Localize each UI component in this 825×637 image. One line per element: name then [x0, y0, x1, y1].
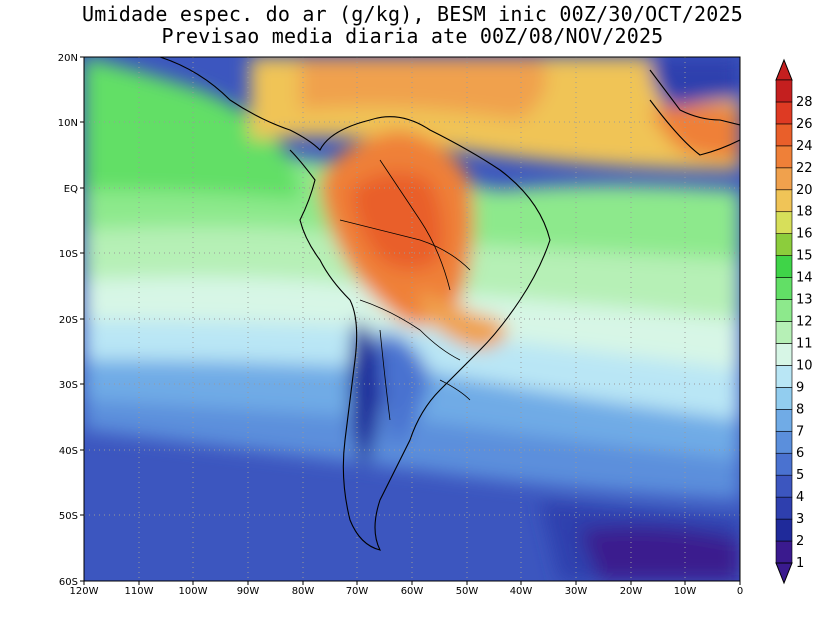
colorbar-label: 20 — [796, 183, 813, 198]
colorbar-label: 16 — [796, 227, 813, 242]
colorbar-label: 9 — [796, 380, 804, 395]
lat-label: 60S — [59, 577, 78, 588]
humidity-field — [84, 57, 740, 581]
colorbar-swatch — [775, 409, 793, 432]
lon-label: 60W — [401, 586, 424, 597]
colorbar-swatch — [775, 321, 793, 344]
colorbar-swatch — [775, 365, 793, 388]
map-title-line2: Previsao media diaria ate 00Z/08/NOV/202… — [161, 24, 664, 48]
colorbar-swatch — [775, 123, 793, 147]
colorbar-swatch — [775, 540, 793, 564]
colorbar-swatch — [775, 496, 793, 520]
colorbar-label: 10 — [796, 358, 813, 373]
colorbar-label: 13 — [796, 293, 813, 308]
lat-label: 50S — [59, 511, 78, 522]
colorbar-swatch — [775, 474, 793, 498]
colorbar-label: 28 — [796, 95, 813, 110]
colorbar-label: 26 — [796, 117, 813, 132]
lon-label: 40W — [510, 586, 533, 597]
colorbar-swatch — [775, 79, 793, 103]
colorbar-label: 22 — [796, 161, 813, 176]
colorbar-label: 24 — [796, 139, 813, 154]
colorbar-max-arrow — [775, 58, 793, 81]
colorbar-swatch — [775, 452, 793, 476]
lon-label: 50W — [456, 586, 479, 597]
colorbar-swatch — [775, 145, 793, 169]
colorbar-label: 12 — [796, 315, 813, 330]
colorbar-label: 18 — [796, 205, 813, 220]
colorbar-swatch — [775, 167, 793, 191]
colorbar-label: 2 — [796, 534, 804, 549]
colorbar-label: 5 — [796, 468, 804, 483]
lat-label: 10S — [59, 249, 78, 260]
lon-label: 0 — [737, 586, 743, 597]
map-title-line1: Umidade espec. do ar (g/kg), BESM inic 0… — [81, 2, 743, 26]
colorbar-swatch — [775, 518, 793, 542]
lon-label: 30W — [565, 586, 588, 597]
colorbar-min-arrow — [775, 562, 793, 585]
longitude-axis: 120W 110W 100W 90W 80W 70W 60W 50W 40W 3… — [70, 586, 744, 597]
colorbar-label: 11 — [796, 336, 813, 351]
lat-label: 20S — [59, 315, 78, 326]
colorbar-swatch — [775, 430, 793, 454]
colorbar-swatch — [775, 255, 793, 278]
coastlines — [159, 57, 740, 551]
colorbar-label: 4 — [796, 490, 804, 505]
lat-label: EQ — [64, 184, 78, 195]
latitude-axis: 20N 10N EQ 10S 20S 30S 40S 50S 60S — [58, 53, 78, 588]
colorbar-swatch — [775, 233, 793, 256]
colorbar-swatch — [775, 277, 793, 300]
colorbar-label: 1 — [796, 556, 804, 571]
lon-label: 100W — [179, 586, 208, 597]
lon-label: 20W — [620, 586, 643, 597]
colorbar-swatch — [775, 211, 793, 234]
lon-label: 80W — [292, 586, 315, 597]
colorbar-label: 3 — [796, 512, 804, 527]
lon-label: 90W — [237, 586, 260, 597]
lat-label: 10N — [58, 118, 78, 129]
lon-label: 110W — [125, 586, 154, 597]
country-borders — [339, 159, 471, 421]
colorbar-label: 14 — [796, 271, 813, 286]
lat-label: 20N — [58, 53, 78, 64]
lat-label: 30S — [59, 380, 78, 391]
colorbar-label: 7 — [796, 424, 804, 439]
lat-label: 40S — [59, 446, 78, 457]
colorbar-swatch — [775, 343, 793, 366]
colorbar-swatch — [775, 101, 793, 125]
colorbar-label: 6 — [796, 446, 804, 461]
lon-label: 10W — [674, 586, 697, 597]
colorbar-label: 15 — [796, 249, 813, 264]
colorbar-swatch — [775, 189, 793, 213]
colorbar-swatch — [775, 299, 793, 322]
colorbar-label: 8 — [796, 402, 804, 417]
colorbar-swatch — [775, 387, 793, 410]
lon-label: 70W — [346, 586, 369, 597]
lon-label: 120W — [70, 586, 99, 597]
